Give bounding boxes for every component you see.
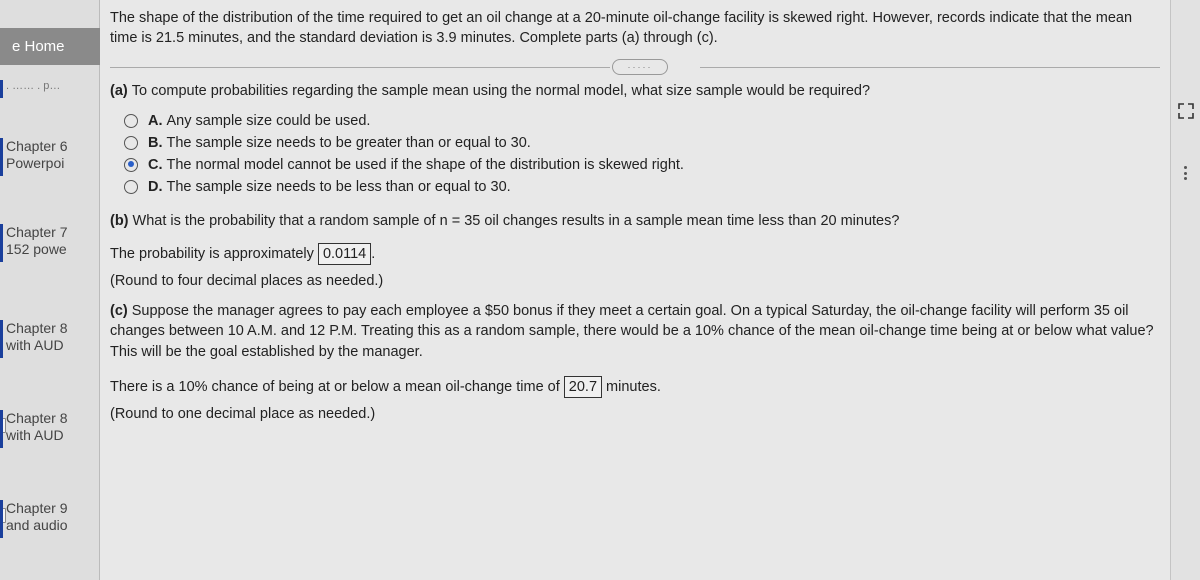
option-a[interactable]: A.Any sample size could be used. — [124, 113, 1160, 129]
part-b-answer-input[interactable]: 0.0114 — [318, 243, 371, 265]
part-b-label: (b) — [110, 213, 133, 229]
option-letter: A. — [148, 113, 163, 129]
option-text: The sample size needs to be less than or… — [167, 179, 511, 195]
part-b-pre: The probability is approximately — [110, 246, 318, 262]
option-text: The sample size needs to be greater than… — [167, 135, 531, 151]
home-button[interactable]: e Home — [0, 28, 100, 65]
sidebar-item-line2: with AUD — [6, 427, 64, 443]
sidebar-accent — [0, 320, 3, 358]
part-b-answer-line: The probability is approximately 0.0114. — [110, 243, 1160, 265]
sidebar-item-line1: Chapter 8 — [6, 410, 67, 426]
sidebar-item-line1: Chapter 9 — [6, 500, 67, 516]
radio-c[interactable] — [124, 158, 138, 172]
option-letter: B. — [148, 135, 163, 151]
more-icon[interactable] — [1175, 162, 1197, 184]
question-intro: The shape of the distribution of the tim… — [110, 8, 1160, 49]
part-c-note: (Round to one decimal place as needed.) — [110, 404, 1160, 424]
option-text: Any sample size could be used. — [167, 113, 371, 129]
sidebar-item-chapter-7[interactable]: Chapter 7 152 powe — [6, 224, 100, 258]
sidebar-item-chapter-9[interactable]: Chapter 9 and audio — [6, 500, 100, 534]
option-c[interactable]: C.The normal model cannot be used if the… — [124, 157, 1160, 173]
part-b-post: . — [371, 246, 375, 262]
part-b-text: What is the probability that a random sa… — [133, 213, 900, 229]
sidebar: e Home . …… . p… Chapter 6 Powerpoi Chap… — [0, 0, 100, 580]
part-c-prompt: (c) Suppose the manager agrees to pay ea… — [110, 301, 1160, 362]
sidebar-item-line2: 152 powe — [6, 241, 67, 257]
sidebar-accent — [0, 80, 3, 98]
sidebar-crumbs: . …… . p… — [6, 80, 100, 93]
part-b-prompt: (b) What is the probability that a rando… — [110, 213, 1160, 229]
option-text: The normal model cannot be used if the s… — [167, 157, 684, 173]
part-b-note: (Round to four decimal places as needed.… — [110, 271, 1160, 291]
option-d[interactable]: D.The sample size needs to be less than … — [124, 179, 1160, 195]
radio-d[interactable] — [124, 180, 138, 194]
part-c-answer-line: There is a 10% chance of being at or bel… — [110, 376, 1160, 398]
part-c-label: (c) — [110, 303, 132, 319]
expand-pill[interactable]: ····· — [612, 59, 668, 75]
radio-a[interactable] — [124, 114, 138, 128]
divider: ····· — [110, 59, 1160, 75]
option-letter: C. — [148, 157, 163, 173]
sidebar-item-line1: Chapter 8 — [6, 320, 67, 336]
sidebar-accent — [0, 410, 3, 448]
part-a-label: (a) — [110, 83, 132, 99]
sidebar-item-line2: with AUD — [6, 337, 64, 353]
sidebar-item-chapter-6[interactable]: Chapter 6 Powerpoi — [6, 138, 100, 172]
sidebar-accent — [0, 138, 3, 176]
part-c-text: Suppose the manager agrees to pay each e… — [110, 303, 1154, 360]
sidebar-item-line1: Chapter 7 — [6, 224, 67, 240]
sidebar-item-line1: Chapter 6 — [6, 138, 67, 154]
sidebar-item-line2: Powerpoi — [6, 155, 64, 171]
sidebar-item-chapter-8a[interactable]: Chapter 8 with AUD — [6, 320, 100, 354]
part-a-options: A.Any sample size could be used. B.The s… — [124, 113, 1160, 195]
expand-icon[interactable] — [1175, 100, 1197, 122]
part-a-text: To compute probabilities regarding the s… — [132, 83, 870, 99]
sidebar-item-line2: and audio — [6, 517, 68, 533]
part-c-post: minutes. — [602, 379, 661, 395]
option-b[interactable]: B.The sample size needs to be greater th… — [124, 135, 1160, 151]
radio-b[interactable] — [124, 136, 138, 150]
right-toolbar — [1170, 0, 1200, 580]
sidebar-item-chapter-8b[interactable]: Chapter 8 with AUD — [6, 410, 100, 444]
sidebar-accent — [0, 224, 3, 262]
part-c-answer-input[interactable]: 20.7 — [564, 376, 602, 398]
option-letter: D. — [148, 179, 163, 195]
part-a-prompt: (a) To compute probabilities regarding t… — [110, 83, 1160, 99]
part-c-pre: There is a 10% chance of being at or bel… — [110, 379, 564, 395]
question-content: The shape of the distribution of the tim… — [100, 0, 1170, 580]
sidebar-accent — [0, 500, 3, 538]
